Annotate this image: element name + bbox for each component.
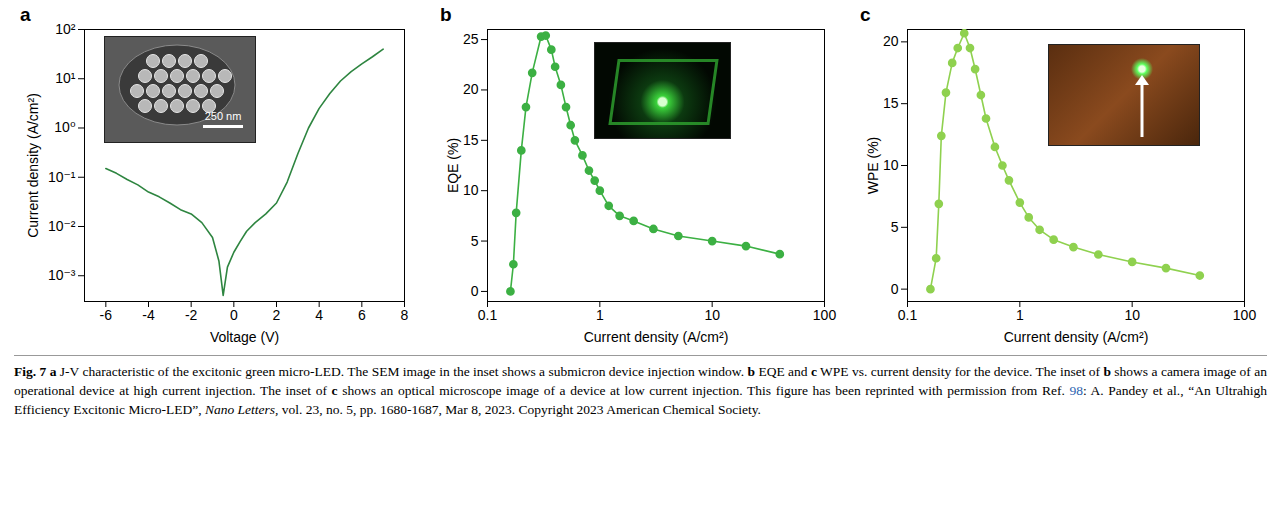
- svg-text:1: 1: [596, 307, 604, 323]
- svg-text:10⁻¹: 10⁻¹: [48, 169, 76, 185]
- svg-text:WPE (%): WPE (%): [865, 137, 881, 195]
- html-text:a: a: [20, 4, 31, 25]
- svg-text:8: 8: [401, 307, 409, 323]
- svg-text:Current density (A/cm²): Current density (A/cm²): [1004, 329, 1149, 345]
- svg-text:0.1: 0.1: [898, 307, 918, 323]
- svg-text:0: 0: [891, 281, 899, 297]
- svg-text:10⁻²: 10⁻²: [48, 218, 76, 234]
- svg-text:10: 10: [883, 157, 899, 173]
- svg-text:25: 25: [463, 31, 479, 47]
- svg-text:15: 15: [883, 95, 899, 111]
- svg-text:10⁻³: 10⁻³: [48, 267, 76, 283]
- html-text:Fig. 7 a J-V characteristic of: Fig. 7 a J-V characteristic of the excit…: [14, 364, 1267, 417]
- html-text:c: c: [860, 4, 871, 25]
- svg-text:20: 20: [883, 33, 899, 49]
- svg-text:1: 1: [1016, 307, 1024, 323]
- svg-text:15: 15: [463, 132, 479, 148]
- svg-text:5: 5: [471, 233, 479, 249]
- svg-text:0: 0: [471, 283, 479, 299]
- svg-text:-2: -2: [185, 307, 198, 323]
- svg-text:Current density (A/cm²): Current density (A/cm²): [25, 93, 41, 238]
- svg-text:Current density (A/cm²): Current density (A/cm²): [584, 329, 729, 345]
- svg-text:5: 5: [891, 219, 899, 235]
- svg-text:6: 6: [358, 307, 366, 323]
- svg-text:Voltage (V): Voltage (V): [210, 329, 279, 345]
- svg-text:20: 20: [463, 81, 479, 97]
- svg-text:-4: -4: [142, 307, 155, 323]
- svg-text:10: 10: [704, 307, 720, 323]
- svg-text:4: 4: [315, 307, 323, 323]
- html-text:b: b: [440, 4, 452, 25]
- svg-text:10²: 10²: [55, 21, 76, 37]
- svg-text:EQE (%): EQE (%): [445, 138, 461, 193]
- svg-text:-6: -6: [100, 307, 113, 323]
- svg-text:10: 10: [463, 182, 479, 198]
- svg-text:100: 100: [1233, 307, 1257, 323]
- svg-text:10¹: 10¹: [55, 70, 76, 86]
- svg-text:250 nm: 250 nm: [205, 110, 242, 122]
- svg-text:0: 0: [230, 307, 238, 323]
- svg-text:0.1: 0.1: [478, 307, 498, 323]
- svg-text:10: 10: [1124, 307, 1140, 323]
- svg-text:2: 2: [273, 307, 281, 323]
- svg-text:100: 100: [813, 307, 837, 323]
- svg-text:10⁰: 10⁰: [54, 119, 76, 135]
